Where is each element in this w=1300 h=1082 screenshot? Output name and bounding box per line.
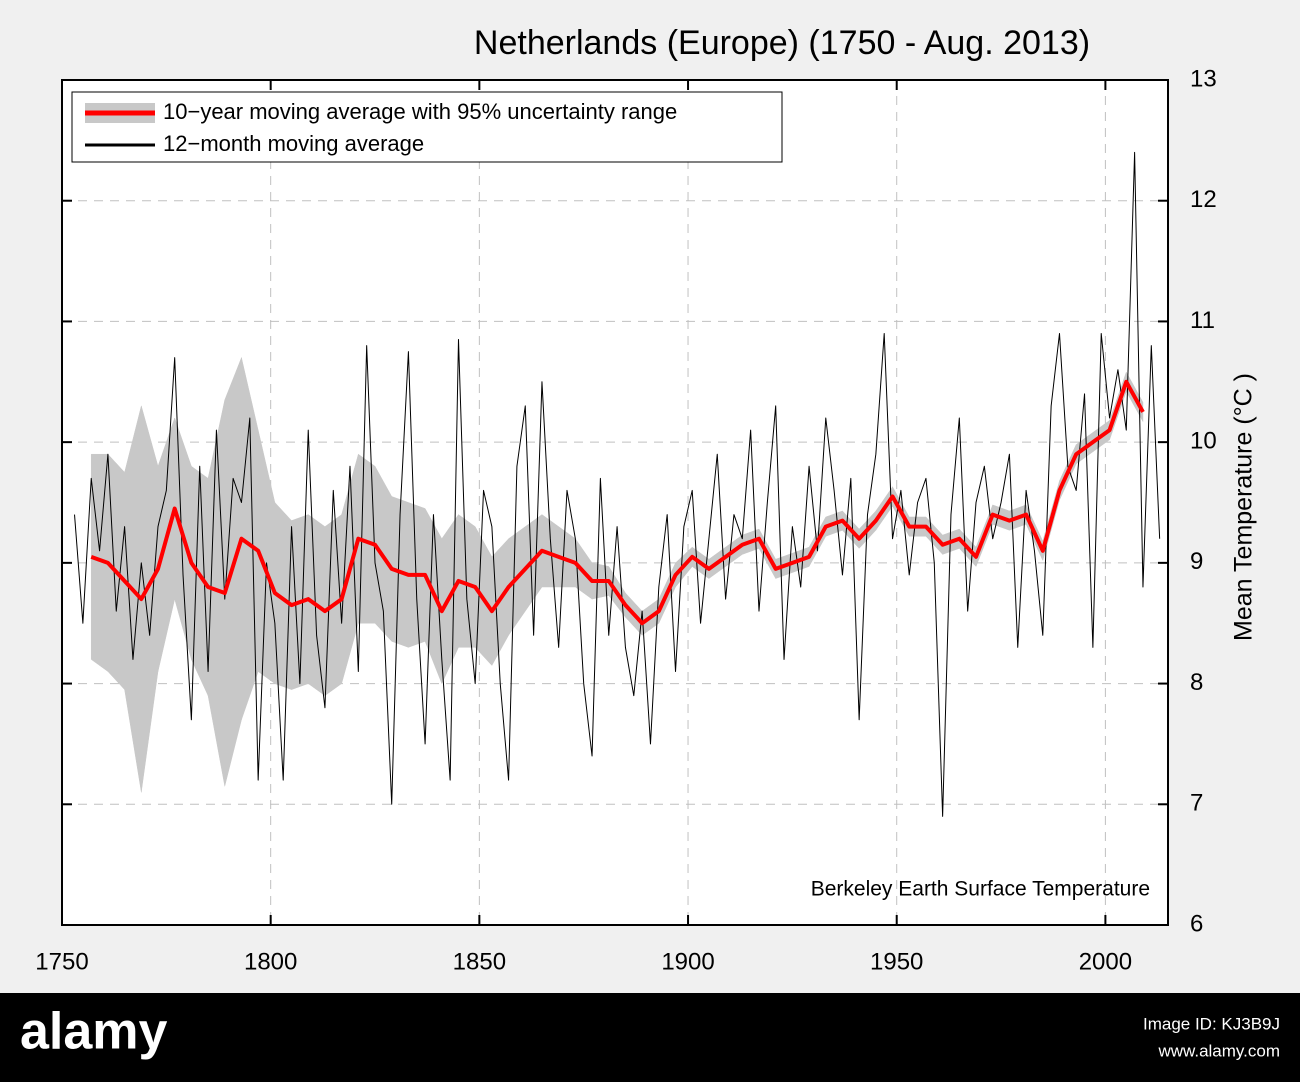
footer-bar — [0, 993, 1300, 1082]
y-tick-label: 6 — [1190, 910, 1203, 937]
x-tick-label: 2000 — [1079, 948, 1132, 975]
url: www.alamy.com — [1157, 1041, 1280, 1060]
x-tick-label: 1900 — [661, 948, 714, 975]
chart-title: Netherlands (Europe) (1750 - Aug. 2013) — [474, 24, 1090, 62]
line-series — [74, 151, 1161, 817]
legend-box — [71, 91, 783, 163]
y-tick-label: 12 — [1190, 186, 1217, 213]
plot — [61, 79, 1168, 926]
y-tick-label: 7 — [1190, 790, 1203, 817]
legend-label: 10−year moving average with 95% uncertai… — [163, 99, 677, 124]
image-id: Image ID: KJ3B9J — [1143, 1014, 1280, 1033]
line-series — [90, 379, 1145, 626]
x-tick-label: 1950 — [870, 948, 923, 975]
y-tick-label: 10 — [1190, 427, 1217, 454]
annotation: Berkeley Earth Surface Temperature — [811, 878, 1150, 901]
y-tick-label: 13 — [1190, 65, 1217, 92]
x-tick-label: 1750 — [35, 948, 88, 975]
legend-label: 12−month moving average — [163, 131, 424, 156]
y-tick-label: 9 — [1190, 548, 1203, 575]
plot-frame — [61, 79, 1169, 926]
y-axis-label: Mean Temperature (°C ) — [1230, 373, 1258, 641]
brand: alamy — [20, 1003, 168, 1061]
x-tick-label: 1850 — [453, 948, 506, 975]
x-tick-label: 1800 — [244, 948, 297, 975]
y-tick-label: 8 — [1190, 669, 1203, 696]
y-tick-label: 11 — [1190, 307, 1215, 334]
